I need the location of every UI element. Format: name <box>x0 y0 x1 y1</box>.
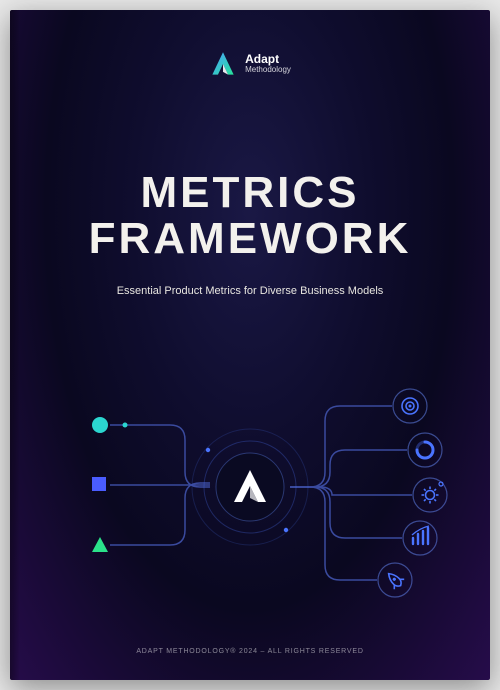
title-line-1: METRICS <box>10 170 490 216</box>
donut-icon <box>408 433 442 467</box>
brand-tagline: Methodology <box>245 65 291 75</box>
target-icon <box>393 389 427 423</box>
brand-name: Adapt <box>245 53 291 65</box>
page-title: METRICS FRAMEWORK <box>10 170 490 262</box>
shape-square <box>92 477 106 491</box>
footer-copyright: ADAPT METHODOLOGY® 2024 – ALL RIGHTS RES… <box>10 648 490 655</box>
rocket-icon <box>378 563 412 597</box>
bars-icon <box>403 521 437 555</box>
brand-logo: Adapt Methodology <box>10 50 490 78</box>
title-line-2: FRAMEWORK <box>10 216 490 262</box>
subtitle: Essential Product Metrics for Diverse Bu… <box>10 285 490 297</box>
diagram <box>10 380 490 640</box>
adapt-logo-icon <box>209 50 237 78</box>
gear-icon <box>413 478 447 512</box>
book-cover: Adapt Methodology METRICS FRAMEWORK Esse… <box>10 10 490 680</box>
brand-text: Adapt Methodology <box>245 53 291 75</box>
shape-circle <box>92 417 108 433</box>
shape-triangle <box>92 537 108 552</box>
